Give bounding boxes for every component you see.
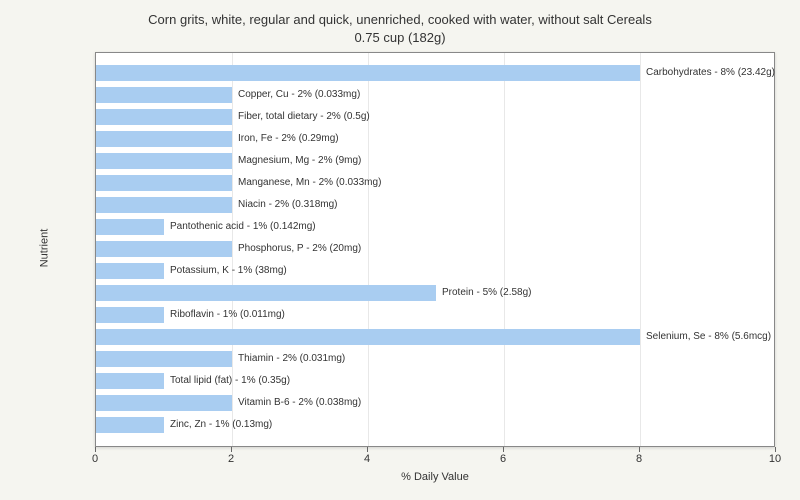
nutrient-bar — [96, 197, 232, 213]
nutrient-bar — [96, 263, 164, 279]
x-tick — [775, 447, 776, 452]
y-axis-title: Nutrient — [38, 228, 50, 267]
nutrient-label: Protein - 5% (2.58g) — [442, 287, 532, 298]
x-tick-label: 4 — [347, 453, 387, 465]
x-tick-label: 0 — [75, 453, 115, 465]
nutrient-bar — [96, 395, 232, 411]
nutrient-label: Copper, Cu - 2% (0.033mg) — [238, 89, 360, 100]
x-axis-title: % Daily Value — [95, 471, 775, 483]
nutrient-label: Total lipid (fat) - 1% (0.35g) — [170, 375, 290, 386]
nutrient-label: Fiber, total dietary - 2% (0.5g) — [238, 111, 370, 122]
x-tick — [95, 447, 96, 452]
chart-title-line1: Corn grits, white, regular and quick, un… — [0, 12, 800, 27]
nutrient-bar — [96, 219, 164, 235]
x-tick-label: 6 — [483, 453, 523, 465]
x-gridline — [504, 53, 505, 446]
nutrient-label: Vitamin B-6 - 2% (0.038mg) — [238, 397, 361, 408]
nutrient-label: Selenium, Se - 8% (5.6mcg) — [646, 331, 771, 342]
x-tick — [639, 447, 640, 452]
nutrient-bar — [96, 109, 232, 125]
nutrient-label: Niacin - 2% (0.318mg) — [238, 199, 337, 210]
x-tick — [367, 447, 368, 452]
nutrient-label: Carbohydrates - 8% (23.42g) — [646, 67, 775, 78]
nutrient-bar — [96, 131, 232, 147]
x-tick-label: 8 — [619, 453, 659, 465]
nutrient-bar — [96, 373, 164, 389]
nutrient-bar — [96, 65, 640, 81]
nutrient-bar — [96, 307, 164, 323]
nutrient-label: Magnesium, Mg - 2% (9mg) — [238, 155, 361, 166]
x-gridline — [232, 53, 233, 446]
nutrient-label: Pantothenic acid - 1% (0.142mg) — [170, 221, 316, 232]
nutrient-bar — [96, 285, 436, 301]
chart-container: Corn grits, white, regular and quick, un… — [0, 0, 800, 500]
nutrient-bar — [96, 241, 232, 257]
plot-area: Carbohydrates - 8% (23.42g) Copper, Cu - … — [95, 52, 775, 447]
nutrient-bar — [96, 417, 164, 433]
chart-title-line2: 0.75 cup (182g) — [0, 30, 800, 45]
x-tick-label: 10 — [755, 453, 795, 465]
nutrient-label: Manganese, Mn - 2% (0.033mg) — [238, 177, 381, 188]
x-gridline — [640, 53, 641, 446]
nutrient-label: Thiamin - 2% (0.031mg) — [238, 353, 345, 364]
nutrient-bar — [96, 175, 232, 191]
nutrient-bar — [96, 87, 232, 103]
nutrient-bar — [96, 351, 232, 367]
nutrient-label: Iron, Fe - 2% (0.29mg) — [238, 133, 339, 144]
nutrient-label: Zinc, Zn - 1% (0.13mg) — [170, 419, 272, 430]
nutrient-label: Potassium, K - 1% (38mg) — [170, 265, 287, 276]
nutrient-label: Riboflavin - 1% (0.011mg) — [170, 309, 285, 320]
nutrient-label: Phosphorus, P - 2% (20mg) — [238, 243, 361, 254]
nutrient-bar — [96, 329, 640, 345]
x-tick — [231, 447, 232, 452]
x-tick-label: 2 — [211, 453, 251, 465]
x-tick — [503, 447, 504, 452]
nutrient-bar — [96, 153, 232, 169]
